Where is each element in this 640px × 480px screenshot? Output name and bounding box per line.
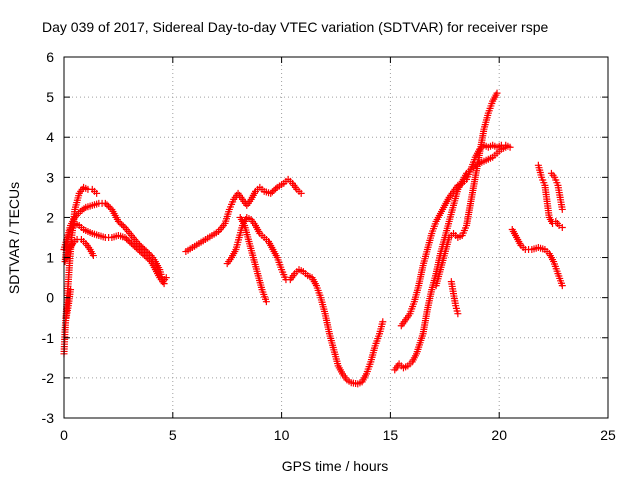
y-tick-label: -1 [42,330,55,346]
series-arc-6 [182,175,305,256]
data-point [142,253,150,261]
y-tick-label: 2 [46,209,54,225]
y-tick-label: 1 [46,250,54,266]
data-point [105,202,113,210]
data-point [129,241,137,249]
series-arc-15 [547,169,566,213]
data-point [131,243,139,251]
plot-frame [63,56,609,419]
data-point [93,189,101,197]
data-point [139,244,147,252]
data-point [162,274,170,282]
data-point [297,189,305,197]
series-arc-11 [432,89,501,290]
x-tick-label: 25 [600,427,616,443]
y-axis-label: SDTVAR / TECUs [6,182,22,294]
data-point [262,298,270,306]
data-point [145,250,153,258]
x-tick-label: 15 [383,427,399,443]
data-point [114,217,122,225]
data-point [558,205,566,213]
data-point [89,252,97,260]
data-point [272,185,280,193]
data-point [141,246,149,254]
y-tick-label: 0 [46,290,54,306]
grid-lines [64,57,608,418]
data-point [145,256,153,264]
data-point [67,286,75,294]
series-arc-7 [223,213,387,388]
chart-title: Day 039 of 2017, Sidereal Day-to-day VTE… [42,19,548,35]
x-tick-label: 5 [169,427,177,443]
data-point [124,237,132,245]
data-markers [60,89,566,388]
x-axis-label: GPS time / hours [282,458,389,474]
data-point [136,247,144,255]
data-point [123,235,131,243]
data-point [126,238,134,246]
y-tick-label: -3 [42,410,55,426]
y-tick-label: 4 [46,129,54,145]
y-tick-label: 5 [46,89,54,105]
x-tick-label: 20 [491,427,507,443]
data-point [137,249,145,257]
data-point [101,199,109,207]
data-point [137,243,145,251]
data-point [134,240,142,248]
x-tick-label: 10 [274,427,290,443]
data-point [142,247,150,255]
y-axis-ticks: -3 -2 -1 0 1 2 3 4 5 6 [42,49,608,426]
data-point [454,310,462,318]
data-point [268,188,276,196]
data-point [116,219,124,227]
data-point [127,240,135,248]
x-tick-label: 0 [60,427,68,443]
data-point [267,189,275,197]
data-point [379,318,387,326]
data-point [139,250,147,258]
x-axis-ticks: 0 5 10 15 20 25 [60,57,616,443]
data-point [132,244,140,252]
series-arc-3 [61,219,168,288]
data-point [121,234,129,241]
y-tick-label: 3 [46,169,54,185]
data-point [136,241,144,249]
data-point [558,223,566,231]
y-tick-label: 6 [46,49,54,65]
y-tick-label: -2 [42,370,55,386]
data-point [106,204,114,212]
data-point [493,89,501,97]
data-point [141,252,149,260]
series-arc-5 [62,286,75,322]
series-arc-12 [447,278,462,318]
data-point [118,220,126,228]
series-arc-8 [236,213,270,306]
data-point [144,249,152,257]
data-point [144,255,152,263]
data-point [103,201,111,209]
data-point [270,186,278,194]
data-point [506,143,514,151]
series-arc-13 [508,225,566,290]
data-point [558,282,566,290]
data-point [160,280,168,288]
series-arc-14 [534,161,566,231]
data-point [119,222,127,230]
data-point [134,246,142,254]
